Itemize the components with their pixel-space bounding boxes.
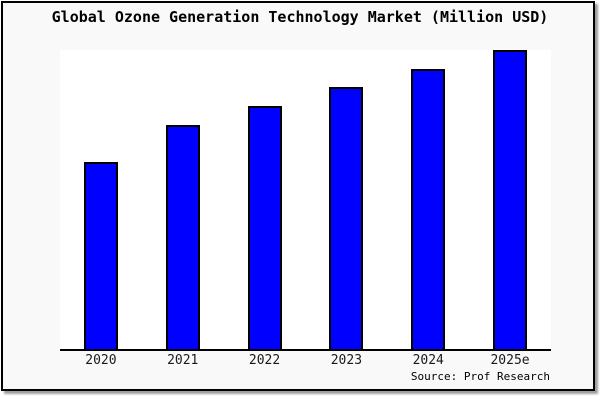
x-axis-label-2025e: 2025e xyxy=(490,353,530,368)
bar-2021 xyxy=(165,125,200,349)
bar-2022 xyxy=(247,105,282,349)
x-axis-label-2024: 2024 xyxy=(412,353,444,368)
chart-title: Global Ozone Generation Technology Marke… xyxy=(51,8,549,26)
x-axis-label-2023: 2023 xyxy=(330,353,363,368)
bar-slot-2021 xyxy=(142,50,224,349)
bar-slot-2022 xyxy=(224,50,306,349)
bars-container xyxy=(60,50,551,349)
x-axis-label-2022: 2022 xyxy=(248,353,281,368)
source-credit: Source: Prof Research xyxy=(410,370,550,383)
bar-slot-2024 xyxy=(387,50,469,349)
plot-area xyxy=(60,50,551,351)
bar-2020 xyxy=(83,162,118,349)
bar-slot-2023 xyxy=(305,50,387,349)
bar-2023 xyxy=(329,86,364,349)
bar-2025e xyxy=(493,50,528,349)
bar-2024 xyxy=(411,69,446,349)
x-axis-label-2021: 2021 xyxy=(167,353,199,368)
x-axis-labels: 2020 2021 2022 2023 2024 2025e xyxy=(60,353,551,368)
bar-slot-2020 xyxy=(60,50,142,349)
x-axis-label-2020: 2020 xyxy=(85,353,117,368)
bar-slot-2025e xyxy=(469,50,551,349)
